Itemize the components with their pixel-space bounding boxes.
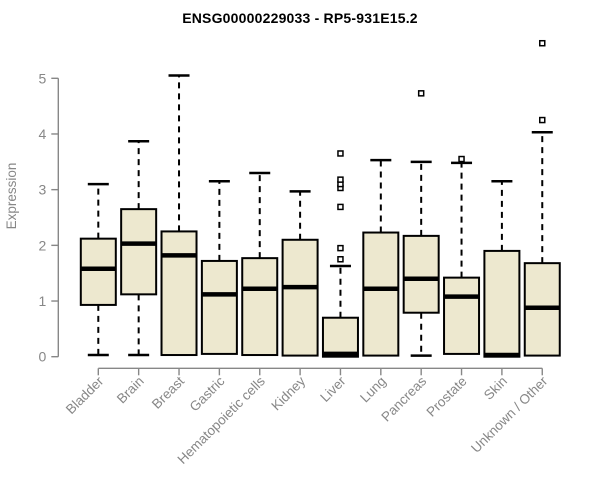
category-label-prostate: Prostate	[424, 374, 470, 420]
box-group-liver	[321, 150, 359, 358]
outlier-point	[539, 39, 546, 47]
outlier-point	[337, 150, 344, 157]
box-group-bladder	[79, 182, 117, 357]
iqr-box	[79, 237, 117, 306]
box-group-skin	[483, 180, 521, 358]
category-label-pancreas: Pancreas	[378, 373, 429, 424]
category-label-lung: Lung	[357, 374, 389, 406]
outlier-point	[337, 176, 344, 183]
outlier-point	[337, 244, 344, 252]
outlier-point	[417, 90, 425, 97]
category-label-kidney: Kidney	[268, 373, 308, 413]
y-tick-label: 3	[39, 182, 47, 198]
iqr-box	[120, 208, 158, 296]
category-label-breast: Breast	[149, 373, 187, 411]
box-group-lung	[362, 158, 400, 357]
iqr-box	[483, 249, 521, 358]
y-tick-label: 1	[39, 293, 47, 309]
iqr-box	[200, 259, 238, 355]
category-label-unknown-other: Unknown / Other	[468, 373, 551, 456]
category-label-brain: Brain	[114, 374, 147, 407]
outlier-point	[539, 116, 546, 124]
category-label-liver: Liver	[317, 373, 349, 405]
chart-title: ENSG00000229033 - RP5-931E15.2	[182, 10, 418, 26]
box-group-kidney	[281, 190, 319, 357]
iqr-box	[241, 257, 279, 357]
box-group-unknown-other	[523, 39, 561, 357]
iqr-box	[281, 238, 319, 357]
y-tick-label: 4	[39, 126, 47, 142]
y-axis-label: Expression	[4, 163, 19, 230]
iqr-box	[362, 231, 400, 357]
outlier-point	[337, 203, 344, 211]
iqr-box	[321, 316, 359, 358]
y-tick-label: 0	[39, 349, 47, 365]
category-label-bladder: Bladder	[63, 373, 107, 417]
outlier-point	[458, 155, 465, 163]
iqr-box	[402, 234, 440, 314]
box-group-brain	[120, 139, 158, 357]
box-group-pancreas	[402, 90, 440, 357]
y-tick-label: 2	[39, 237, 47, 253]
box-group-breast	[160, 74, 198, 357]
y-tick-label: 5	[39, 70, 47, 86]
iqr-box	[443, 276, 481, 355]
iqr-box	[160, 230, 198, 357]
category-label-skin: Skin	[481, 374, 510, 403]
box-group-hematopoietic-cells	[241, 171, 279, 357]
outlier-point	[337, 256, 344, 263]
box-group-gastric	[200, 180, 238, 355]
box-group-prostate	[443, 155, 481, 355]
